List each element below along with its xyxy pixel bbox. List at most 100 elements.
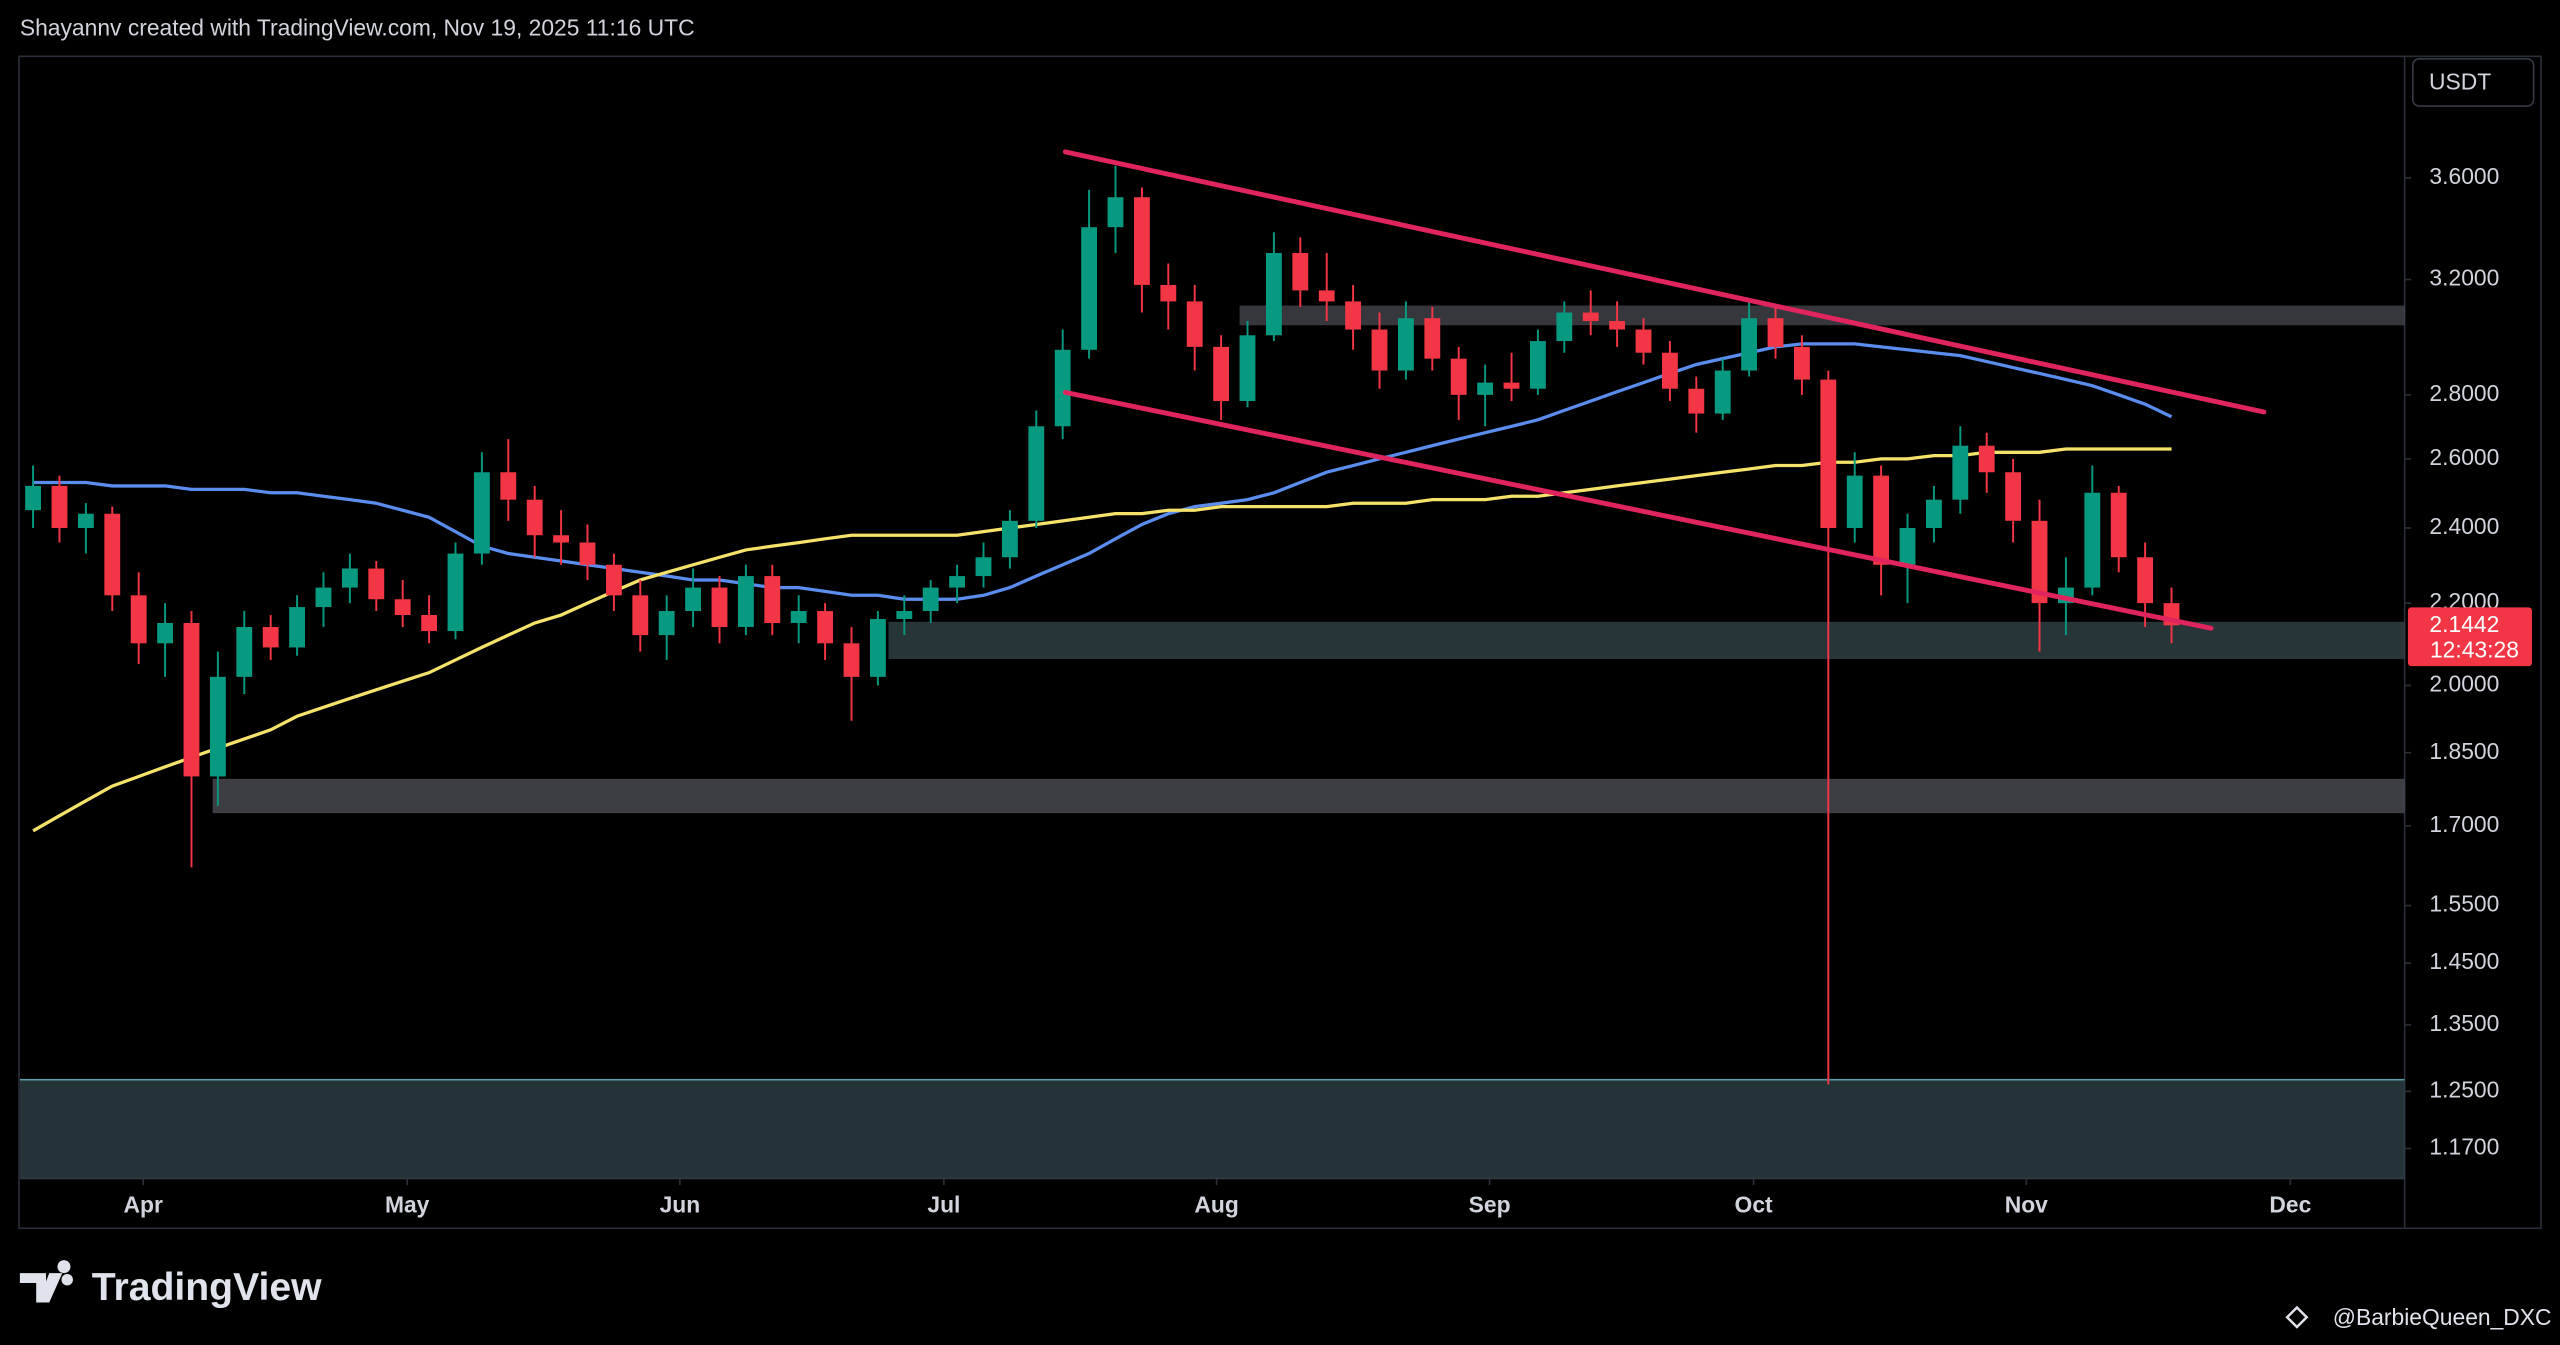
candle-body: [1477, 382, 1494, 395]
candle-body: [2137, 557, 2154, 604]
candle-body: [209, 676, 226, 777]
last-price: 2.1442: [2429, 611, 2499, 637]
candle-body: [817, 611, 834, 644]
candle-body: [1767, 318, 1784, 347]
candle-body: [1529, 341, 1546, 389]
candle-body: [526, 499, 543, 536]
x-tick-label: Dec: [2269, 1191, 2311, 1217]
y-tick-label: 2.6000: [2429, 444, 2499, 470]
x-tick-label: Oct: [1735, 1191, 1773, 1217]
candle-body: [1450, 358, 1467, 395]
candle-body: [1054, 349, 1071, 427]
y-tick-label: 2.8000: [2429, 380, 2499, 406]
y-tick-label: 1.7000: [2429, 811, 2499, 837]
candle-body: [1609, 321, 1626, 330]
candle-body: [315, 587, 332, 608]
candle-body: [1292, 252, 1309, 291]
zone: [888, 621, 2405, 660]
candle-body: [1635, 329, 1652, 353]
candle-body: [104, 513, 121, 596]
y-tick-label: 1.3500: [2429, 1010, 2499, 1036]
candle-body: [421, 614, 438, 632]
candle-body: [368, 568, 385, 600]
y-tick-label: 1.5500: [2429, 891, 2499, 917]
candle-body: [579, 542, 596, 565]
candle-body: [289, 607, 306, 648]
candle-body: [2084, 492, 2101, 588]
candle-body: [447, 553, 464, 632]
candle-body: [658, 611, 675, 636]
candle-body: [1556, 312, 1573, 342]
x-tick-label: Jun: [660, 1191, 701, 1217]
candle-body: [2110, 492, 2127, 558]
candle-body: [1081, 227, 1098, 350]
candle-body: [605, 564, 622, 596]
moving-average: [33, 342, 2173, 601]
plot-area: [19, 149, 2405, 1179]
candle-body: [25, 485, 41, 511]
y-tick-label: 3.6000: [2429, 163, 2499, 189]
x-tick-label: Sep: [1469, 1191, 1511, 1217]
candle-body: [1688, 388, 1705, 414]
candle-body: [1820, 379, 1837, 528]
x-tick-label: Apr: [123, 1191, 162, 1217]
candle-body: [711, 587, 728, 628]
candle-body: [975, 557, 992, 577]
pane-border: [18, 55, 2542, 1230]
y-tick-label: 3.2000: [2429, 265, 2499, 291]
watermark: @BarbieQueen_DXC: [2333, 1304, 2552, 1330]
candle-body: [737, 576, 754, 628]
candle-body: [1265, 252, 1282, 336]
brand: TradingView: [92, 1266, 322, 1309]
candle-body: [157, 622, 174, 644]
candle-body: [1899, 527, 1916, 565]
candle-body: [51, 485, 68, 528]
candle-body: [1503, 382, 1520, 389]
candle-body: [183, 622, 200, 777]
candle-body: [77, 513, 94, 528]
candle-body: [843, 643, 860, 677]
candle-body: [632, 595, 649, 636]
brand-logo: [19, 1260, 73, 1303]
candle-body: [1978, 445, 1995, 473]
zone: [19, 1079, 2405, 1179]
plot: 3.60003.20002.80002.60002.40002.20002.00…: [19, 149, 2532, 1217]
candle-body: [553, 535, 570, 543]
y-tick-label: 1.2500: [2429, 1076, 2499, 1102]
candle-body: [1160, 284, 1177, 302]
candle-body: [1397, 318, 1414, 371]
candle-body: [1133, 197, 1150, 285]
currency: USDT: [2429, 68, 2491, 94]
header: Shayannv created with TradingView.com, N…: [20, 14, 695, 40]
trend-line: [1062, 389, 2214, 631]
candle-body: [2031, 520, 2048, 604]
candle-body: [394, 599, 411, 615]
x-tick-label: Aug: [1194, 1191, 1238, 1217]
candle-body: [1714, 370, 1731, 414]
candle-body: [1028, 426, 1045, 521]
candle-body: [1925, 499, 1942, 528]
currency-box[interactable]: [2411, 57, 2535, 107]
candle-body: [1873, 475, 1890, 565]
candle-body: [1582, 312, 1599, 322]
candle-body: [236, 627, 253, 677]
candle-body: [790, 611, 807, 623]
candle-body: [1846, 475, 1863, 528]
moving-average: [32, 447, 2172, 833]
y-tick-label: 2.0000: [2429, 670, 2499, 696]
candle-body: [922, 587, 939, 612]
candle-body: [1213, 346, 1230, 402]
candle-body: [341, 568, 358, 588]
candle-body: [262, 627, 279, 648]
last-price-box: [2407, 607, 2532, 667]
candle-body: [1741, 318, 1758, 371]
zone: [212, 778, 2405, 814]
candle-body: [130, 595, 147, 644]
candle-body: [473, 472, 490, 554]
candle-body: [949, 576, 966, 588]
candle-body: [1318, 290, 1335, 302]
candle-body: [2005, 472, 2022, 521]
candle-body: [1661, 352, 1678, 389]
